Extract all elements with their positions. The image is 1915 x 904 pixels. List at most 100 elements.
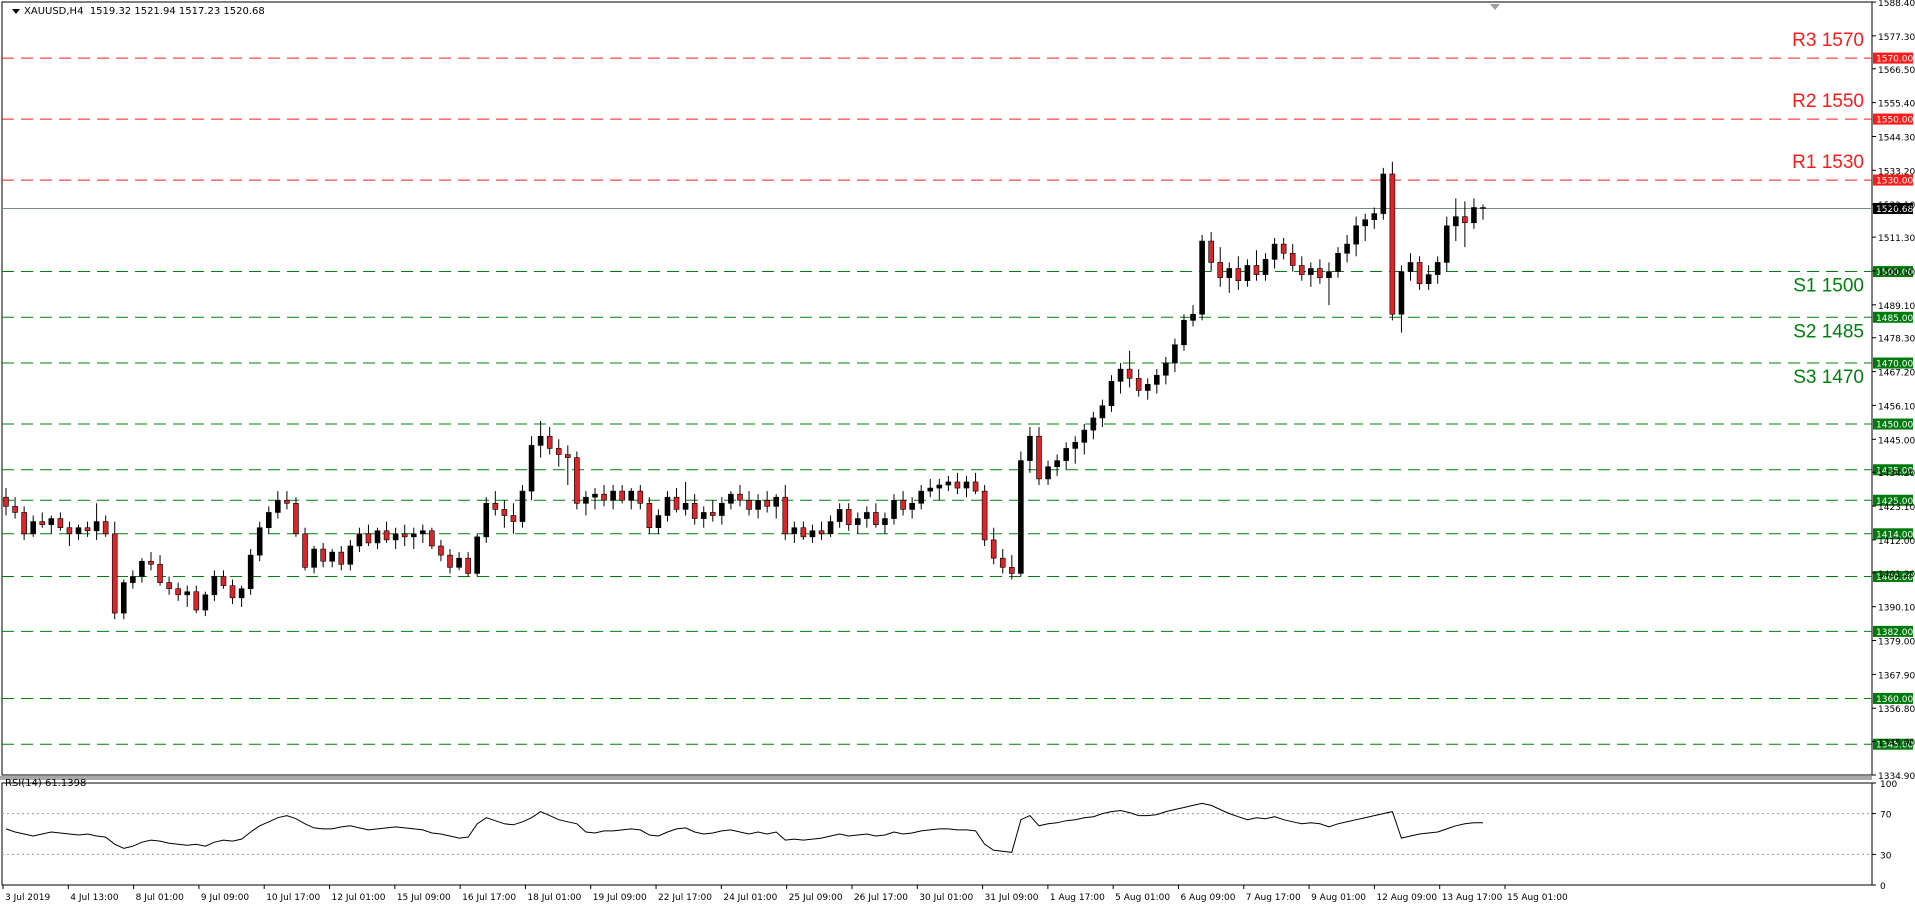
candle-bull-body [420,530,426,535]
candle-bull-body [1181,320,1187,346]
support-price-tag [1873,464,1913,476]
candle [21,506,27,540]
candle-bull-body [1018,460,1024,574]
candle-bear-body [3,496,9,507]
x-tick-label: 24 Jul 01:00 [723,893,777,903]
y-tick-label: 1456.10 [1878,402,1915,412]
x-tick-label: 9 Aug 01:00 [1311,893,1366,903]
candle-bear-body [1298,265,1305,275]
candle-bear-body [1416,262,1423,285]
x-tick-label: 25 Jul 09:00 [789,893,843,903]
candle-bull-body [1398,271,1405,315]
candle-bull-body [836,509,843,522]
candle [1380,167,1387,220]
candle [854,512,861,534]
candle-bull-body [347,545,354,565]
candle-bear-body [845,509,852,525]
candle [963,475,970,498]
candle [1434,256,1441,284]
candle-bear-body [601,493,607,501]
candle-bull-body [728,493,734,504]
candle [709,500,716,522]
candle [682,481,689,516]
candle [456,552,462,571]
candle [392,527,399,550]
candle-bear-body [691,503,698,519]
resistance-price-tag [1873,174,1913,186]
candle [981,485,988,546]
candle [764,491,770,513]
y-tick-label: 1511.30 [1878,234,1915,244]
candle [66,521,73,546]
candle-bear-body [429,530,435,547]
resistance-price-tag-text: 1530.00 [1876,177,1913,187]
candle-bull-body [121,582,127,614]
y-tick-label: 1412.00 [1878,537,1915,547]
candle [728,491,734,510]
candle-bear-body [229,585,236,599]
candle-bear-body [546,435,553,449]
candle [193,585,200,614]
candle-bull-body [30,521,36,535]
candle [1172,338,1178,373]
candle [383,521,390,543]
support-price-tag [1873,528,1913,540]
candle [284,491,290,510]
candle [139,558,145,583]
candle-bull-body [211,576,218,596]
candle-bull-body [655,515,662,529]
candle-bear-body [746,499,752,510]
candle-bear-body [338,551,345,565]
candle [1271,238,1278,269]
candle-bull-body [1453,216,1459,227]
rsi-pane-frame [1,782,1873,886]
candle-bull-body [1081,429,1088,443]
candle-bull-body [700,512,707,519]
candle-bull-body [1072,442,1079,449]
candle [1018,451,1024,577]
candle [1253,250,1260,281]
candle [1226,262,1233,293]
candle-bear-body [175,588,181,596]
candle [519,485,526,528]
candle-bull-body [474,536,480,574]
candle-bull-body [1344,243,1350,254]
candle [356,527,363,553]
candle [719,497,725,525]
candle-bull-body [184,591,191,596]
candle [483,497,490,543]
candle-bull-body [918,490,924,504]
collapse-icon[interactable] [12,8,20,14]
candle-bear-body [637,490,644,504]
candle [864,506,870,528]
support-price-tag [1873,625,1913,637]
y-tick-label: 1345.90 [1878,738,1915,748]
support-price-tag-text: 1500.00 [1876,268,1913,278]
candle-bear-body [954,481,961,489]
candle-bear-body [673,496,680,510]
candle-bull-body [483,503,490,538]
candle-bull-body [1117,368,1124,382]
candle-bull-body [809,530,816,538]
x-tick-label: 6 Aug 09:00 [1180,893,1235,903]
rsi-line [5,802,1483,853]
candle [1480,204,1486,220]
candle [401,524,408,546]
candle-bear-body [1289,252,1296,266]
support-price-tag-text: 1345.00 [1876,741,1913,751]
y-tick-label: 1478.30 [1878,335,1915,345]
current-price-tag-text: 1520.68 [1876,205,1913,215]
x-tick-label: 15 Aug 01:00 [1507,893,1568,903]
candle [1153,369,1160,394]
candle [175,582,181,601]
candle [1072,436,1079,464]
candle-bull-body [909,503,915,510]
candle-bear-body [220,576,227,586]
candle-bull-body [519,490,526,522]
candle [691,494,698,525]
candle [999,549,1006,574]
support-price-tag-text: 1435.00 [1876,466,1913,476]
candle [782,485,789,540]
candle [338,545,345,571]
candle-bear-body [166,582,172,589]
